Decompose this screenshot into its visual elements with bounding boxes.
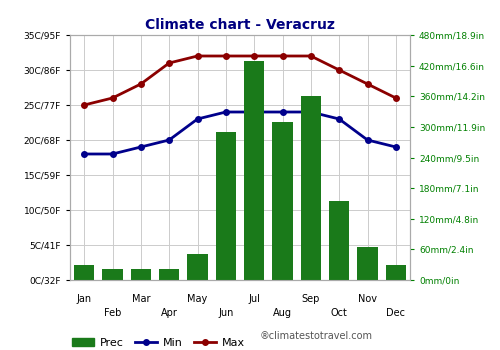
Text: ®climatestotravel.com: ®climatestotravel.com xyxy=(260,331,373,341)
Bar xyxy=(386,265,406,280)
Text: May: May xyxy=(188,294,208,304)
Bar xyxy=(272,122,292,280)
Legend: Prec, Min, Max: Prec, Min, Max xyxy=(72,338,244,348)
Bar xyxy=(216,132,236,280)
Bar xyxy=(329,201,349,280)
Text: Dec: Dec xyxy=(386,308,406,318)
Text: Apr: Apr xyxy=(160,308,178,318)
Bar xyxy=(188,254,208,280)
Bar xyxy=(244,61,264,280)
Bar xyxy=(159,269,180,280)
Text: Oct: Oct xyxy=(330,308,347,318)
Text: Aug: Aug xyxy=(273,308,292,318)
Text: Jan: Jan xyxy=(76,294,92,304)
Bar xyxy=(74,265,94,280)
Bar xyxy=(300,96,321,280)
Bar xyxy=(130,269,151,280)
Text: Mar: Mar xyxy=(132,294,150,304)
Title: Climate chart - Veracruz: Climate chart - Veracruz xyxy=(145,19,335,33)
Text: Jun: Jun xyxy=(218,308,234,318)
Text: Jul: Jul xyxy=(248,294,260,304)
Text: Nov: Nov xyxy=(358,294,377,304)
Bar xyxy=(102,269,122,280)
Text: Feb: Feb xyxy=(104,308,121,318)
Text: Sep: Sep xyxy=(302,294,320,304)
Bar xyxy=(358,247,378,280)
